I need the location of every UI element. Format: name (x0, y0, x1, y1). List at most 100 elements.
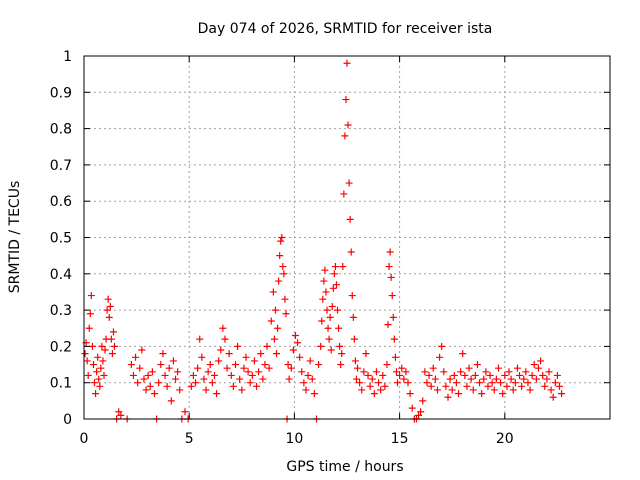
data-point (347, 248, 355, 256)
data-point (92, 390, 100, 398)
data-point (187, 382, 195, 390)
data-point (377, 386, 385, 394)
data-point (101, 346, 109, 354)
data-point (163, 382, 171, 390)
data-point (181, 408, 189, 416)
data-point (522, 368, 530, 376)
y-tick-label: 0.3 (50, 303, 72, 319)
data-point (381, 382, 389, 390)
data-point (95, 375, 103, 383)
data-point (165, 364, 173, 372)
data-point (202, 386, 210, 394)
data-point (334, 306, 342, 314)
data-point (269, 288, 277, 296)
data-point (553, 371, 561, 379)
data-point (342, 96, 350, 104)
data-point (530, 361, 538, 369)
data-point (302, 386, 310, 394)
data-point (391, 353, 399, 361)
data-point (227, 371, 235, 379)
data-point (551, 379, 559, 387)
data-point (273, 350, 281, 358)
data-point (198, 353, 206, 361)
data-point (436, 353, 444, 361)
data-point (136, 364, 144, 372)
data-point (242, 353, 250, 361)
data-point (259, 375, 267, 383)
data-point (219, 324, 227, 332)
data-point (392, 368, 400, 376)
data-point (97, 364, 105, 372)
data-point (423, 379, 431, 387)
data-point (250, 357, 258, 365)
data-point (172, 375, 180, 383)
data-point (346, 215, 354, 223)
y-tick-label: 0.5 (50, 231, 72, 247)
data-point (528, 371, 536, 379)
data-point (532, 375, 540, 383)
data-point (340, 190, 348, 198)
data-point (448, 386, 456, 394)
data-point (270, 335, 278, 343)
data-point (385, 263, 393, 271)
data-point (248, 371, 256, 379)
data-point (105, 313, 113, 321)
data-point (433, 386, 441, 394)
data-point (425, 371, 433, 379)
data-point (315, 361, 323, 369)
data-point (196, 335, 204, 343)
data-point (520, 375, 528, 383)
data-point (319, 295, 327, 303)
data-point (358, 386, 366, 394)
data-point (499, 390, 507, 398)
data-point (144, 371, 152, 379)
data-point (331, 263, 339, 271)
data-point (189, 371, 197, 379)
data-point (103, 306, 111, 314)
y-axis-label: SRMTID / TECUs (7, 181, 23, 294)
data-point (321, 266, 329, 274)
data-point (100, 371, 108, 379)
data-point (349, 313, 357, 321)
data-point (323, 306, 331, 314)
axis-ticks: 00.10.20.30.40.50.60.70.80.910 5 10 15 20 (50, 49, 610, 447)
data-point (327, 346, 335, 354)
data-point (511, 379, 519, 387)
y-tick-label: 1 (63, 49, 72, 65)
data-point (146, 382, 154, 390)
data-point (338, 350, 346, 358)
data-point (204, 368, 212, 376)
data-point (310, 390, 318, 398)
data-point (265, 364, 273, 372)
data-point (480, 375, 488, 383)
data-point (484, 382, 492, 390)
data-point (541, 382, 549, 390)
data-point (324, 324, 332, 332)
data-point (287, 364, 295, 372)
data-point (240, 364, 248, 372)
data-point (398, 364, 406, 372)
data-point (236, 375, 244, 383)
data-point (335, 324, 343, 332)
data-point (400, 375, 408, 383)
data-point (221, 335, 229, 343)
data-point (390, 335, 398, 343)
x-tick-label: 5 (185, 431, 194, 447)
data-point (343, 59, 351, 67)
data-point (388, 292, 396, 300)
data-point (471, 371, 479, 379)
data-point (490, 386, 498, 394)
data-point (148, 368, 156, 376)
data-point (534, 364, 542, 372)
data-point (285, 375, 293, 383)
y-tick-label: 0.4 (50, 267, 72, 283)
data-point (150, 390, 158, 398)
data-point (225, 350, 233, 358)
data-point (194, 364, 202, 372)
x-tick-label: 10 (285, 431, 303, 447)
data-point (284, 361, 292, 369)
data-point (383, 361, 391, 369)
data-point (322, 288, 330, 296)
data-point (375, 379, 383, 387)
data-point (354, 364, 362, 372)
